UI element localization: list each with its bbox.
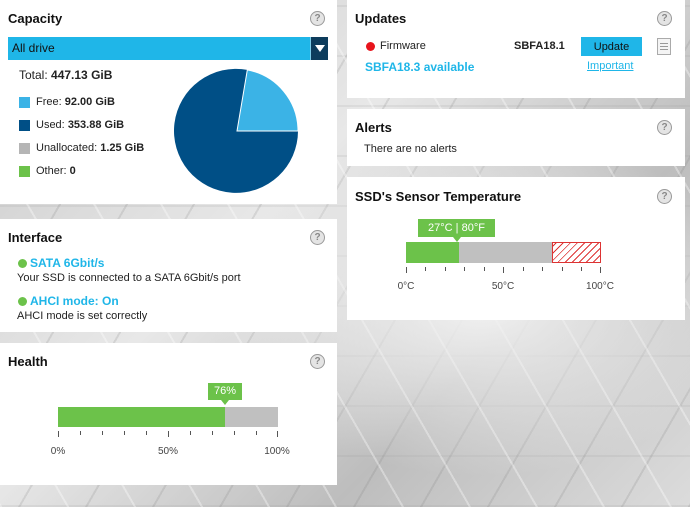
drive-select-value: All drive — [12, 41, 55, 55]
temperature-scale-0: 0°C — [397, 281, 415, 292]
capacity-help-icon[interactable]: ? — [310, 11, 325, 26]
temp-tick — [600, 267, 601, 273]
pie-slice-free — [236, 69, 299, 132]
ahci-label: AHCI mode: On — [30, 294, 119, 308]
total-value: 447.13 GiB — [51, 68, 113, 82]
other-swatch — [19, 166, 30, 177]
sata-label: SATA 6Gbit/s — [30, 256, 105, 270]
temperature-value-label: 27°C | 80°F — [428, 222, 485, 234]
ahci-status-dot-icon — [18, 297, 27, 306]
temp-tick — [523, 267, 524, 271]
alerts-panel: Alerts ? There are no alerts — [347, 109, 685, 166]
health-tick — [102, 431, 103, 435]
health-scale-50: 50% — [157, 446, 178, 457]
unallocated-value: 1.25 GiB — [100, 142, 145, 154]
unallocated-legend: Unallocated: 1.25 GiB — [36, 142, 144, 154]
update-button[interactable]: Update — [581, 37, 642, 56]
free-label: Free: — [36, 96, 62, 108]
temp-tick — [464, 267, 465, 271]
free-swatch — [19, 97, 30, 108]
health-badge-pointer — [221, 400, 229, 405]
total-label: Total: — [19, 68, 48, 82]
temperature-panel: SSD's Sensor Temperature ? 27°C | 80°F 0… — [347, 177, 685, 320]
unallocated-swatch — [19, 143, 30, 154]
sata-description: Your SSD is connected to a SATA 6Gbit/s … — [17, 272, 241, 284]
alerts-help-icon[interactable]: ? — [657, 120, 672, 135]
capacity-pie-chart — [174, 68, 299, 193]
pie-slice-used — [174, 68, 298, 193]
health-value-badge: 76% — [208, 383, 242, 405]
capacity-panel: Capacity ? All drive Total: 447.13 GiB F… — [0, 0, 337, 204]
temp-tick — [445, 267, 446, 271]
health-tick — [256, 431, 257, 435]
updates-title: Updates — [355, 11, 407, 26]
dropdown-arrow-button[interactable] — [310, 37, 328, 60]
capacity-title: Capacity — [8, 11, 63, 26]
updates-help-icon[interactable]: ? — [657, 11, 672, 26]
other-value: 0 — [69, 165, 76, 177]
temperature-bar — [406, 242, 601, 263]
health-tick — [80, 431, 81, 435]
temp-tick — [562, 267, 563, 271]
temp-tick — [425, 267, 426, 271]
health-tick — [234, 431, 235, 435]
health-tick — [190, 431, 191, 435]
alerts-title: Alerts — [355, 120, 392, 135]
updates-panel: Updates ? Firmware SBFA18.1 Update SBFA1… — [347, 0, 685, 98]
health-help-icon[interactable]: ? — [310, 354, 325, 369]
release-notes-icon[interactable] — [657, 38, 671, 55]
chevron-down-icon — [315, 45, 325, 52]
health-value-label: 76% — [213, 385, 237, 397]
important-link[interactable]: Important — [587, 60, 634, 72]
free-value: 92.00 GiB — [64, 96, 115, 108]
health-panel: Health ? 76% 0% 50% 100% — [0, 343, 337, 485]
used-label: Used: — [36, 119, 65, 131]
interface-panel: Interface ? SATA 6Gbit/s Your SSD is con… — [0, 219, 337, 332]
temperature-badge-pointer — [453, 237, 461, 242]
other-legend: Other: 0 — [36, 165, 76, 177]
health-bar — [58, 407, 278, 427]
used-value: 353.88 GiB — [67, 119, 125, 131]
temp-tick — [542, 267, 543, 271]
other-label: Other: — [36, 165, 67, 177]
temperature-scale-50: 50°C — [491, 281, 515, 292]
used-legend: Used: 353.88 GiB — [36, 119, 124, 131]
health-tick — [58, 431, 59, 437]
alerts-message: There are no alerts — [364, 143, 457, 155]
health-tick — [168, 431, 169, 437]
interface-title: Interface — [8, 230, 63, 245]
temp-tick — [581, 267, 582, 271]
temp-tick — [503, 267, 504, 273]
temp-tick — [484, 267, 485, 271]
temperature-help-icon[interactable]: ? — [657, 189, 672, 204]
temperature-title: SSD's Sensor Temperature — [355, 189, 522, 204]
firmware-available: SBFA18.3 available — [365, 60, 475, 74]
drive-select[interactable]: All drive — [8, 37, 328, 60]
used-swatch — [19, 120, 30, 131]
temperature-bar-fill — [406, 242, 459, 263]
free-legend: Free: 92.00 GiB — [36, 96, 115, 108]
interface-help-icon[interactable]: ? — [310, 230, 325, 245]
health-scale-0: 0% — [50, 446, 66, 457]
sata-status-dot-icon — [18, 259, 27, 268]
temperature-scale-100: 100°C — [586, 281, 614, 292]
firmware-label: Firmware — [380, 40, 426, 52]
firmware-status-dot-icon — [366, 42, 375, 51]
health-tick — [146, 431, 147, 435]
health-tick — [277, 431, 278, 437]
ahci-description: AHCI mode is set correctly — [17, 310, 148, 322]
temperature-value-badge: 27°C | 80°F — [418, 219, 495, 242]
temperature-warning-zone — [552, 242, 601, 263]
unallocated-label: Unallocated: — [36, 142, 98, 154]
temp-tick — [406, 267, 407, 273]
firmware-version: SBFA18.1 — [514, 40, 565, 52]
health-bar-fill — [58, 407, 225, 427]
health-scale-100: 100% — [264, 446, 290, 457]
health-tick — [124, 431, 125, 435]
health-title: Health — [8, 354, 48, 369]
health-tick — [212, 431, 213, 435]
total-row: Total: 447.13 GiB — [19, 68, 112, 82]
